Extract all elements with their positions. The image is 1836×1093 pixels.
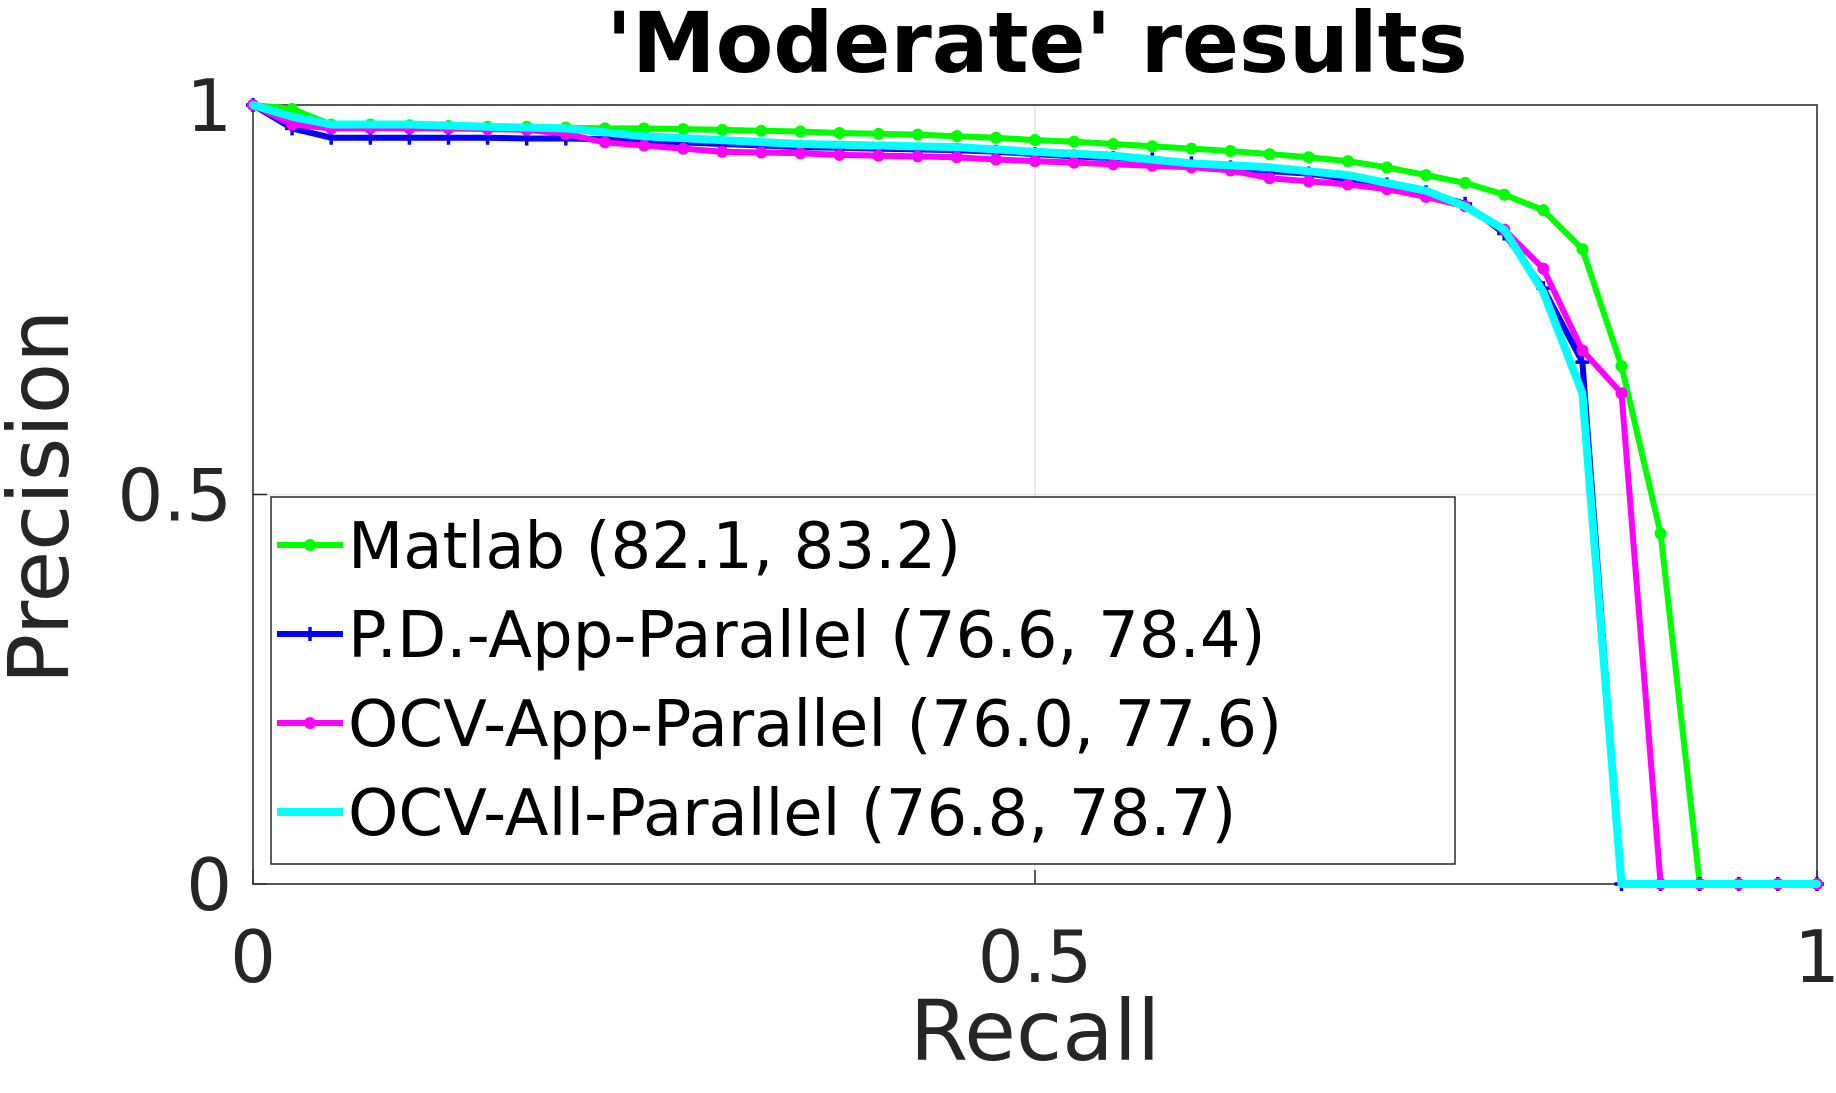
legend-entry: OCV-App-Parallel (76.0, 77.6): [277, 688, 1282, 762]
legend-entry: OCV-All-Parallel (76.8, 78.7): [277, 777, 1236, 851]
data-point: [1615, 387, 1628, 400]
data-point: [1107, 158, 1120, 171]
data-point: [911, 150, 924, 163]
data-point: [872, 149, 885, 162]
data-point: [1341, 178, 1354, 191]
x-tick-label: 0: [230, 915, 276, 999]
data-point: [1615, 359, 1628, 372]
legend-entry: Matlab (82.1, 83.2): [277, 510, 961, 584]
data-point: [716, 123, 729, 136]
data-point: [1068, 156, 1081, 169]
y-axis-label: Precision: [0, 310, 88, 685]
legend-entries: Matlab (82.1, 83.2) P.D.-App-Parallel (76…: [277, 510, 1282, 851]
data-point: [833, 127, 846, 140]
data-point: [1576, 243, 1589, 256]
data-point: [950, 151, 963, 164]
series-group: [249, 101, 1821, 888]
data-point: [794, 147, 807, 160]
data-point: [794, 125, 807, 138]
data-point: [1146, 140, 1159, 153]
data-point: [1380, 161, 1393, 174]
data-point: [716, 145, 729, 158]
data-point: [1302, 175, 1315, 188]
data-point: [1068, 135, 1081, 148]
data-point: [1498, 188, 1511, 201]
legend-label: OCV-App-Parallel (76.0, 77.6): [348, 688, 1282, 762]
data-point: [304, 717, 316, 729]
data-point: [1420, 169, 1432, 182]
data-point: [1263, 172, 1276, 185]
legend-box: [270, 496, 1456, 865]
chart-title: 'Moderate' results: [606, 0, 1467, 92]
data-point: [755, 146, 768, 159]
legend: Matlab (82.1, 83.2) P.D.-App-Parallel (76…: [270, 496, 1456, 865]
data-point: [950, 130, 963, 143]
data-point: [677, 142, 690, 155]
data-point: [1029, 134, 1041, 147]
x-axis-label: Recall: [910, 982, 1161, 1080]
legend-entry: P.D.-App-Parallel (76.6, 78.4): [277, 599, 1266, 673]
y-tick-label: 1: [186, 64, 232, 148]
data-point: [1341, 155, 1354, 168]
data-point: [1263, 148, 1276, 161]
data-point: [1185, 142, 1198, 155]
data-point: [1029, 155, 1041, 168]
data-point: [911, 128, 924, 141]
legend-label: OCV-All-Parallel (76.8, 78.7): [348, 777, 1236, 851]
data-point: [638, 122, 650, 135]
data-point: [677, 123, 690, 136]
data-point: [1459, 176, 1472, 189]
data-point: [286, 118, 299, 131]
data-point: [1224, 144, 1237, 157]
data-point: [303, 627, 317, 641]
data-point: [755, 124, 768, 137]
data-point: [1654, 527, 1667, 540]
x-tick-label: 1: [1794, 915, 1836, 999]
data-point: [1107, 137, 1120, 150]
series-lines: [246, 98, 1824, 891]
data-point: [1575, 355, 1590, 370]
data-point: [989, 153, 1002, 166]
data-point: [872, 127, 885, 140]
data-point: [304, 539, 316, 551]
data-point: [1576, 344, 1589, 357]
series-line: [249, 101, 1821, 888]
data-point: [1537, 262, 1550, 275]
y-tick-label: 0: [186, 843, 232, 927]
data-point: [833, 148, 846, 161]
data-point: [989, 131, 1002, 144]
data-point: [638, 139, 650, 152]
x-tick-labels: 0 0.5 1: [230, 915, 1836, 999]
data-point: [1537, 204, 1550, 217]
legend-label: P.D.-App-Parallel (76.6, 78.4): [348, 599, 1266, 673]
y-tick-labels: 00.51: [117, 64, 232, 927]
data-point: [598, 136, 611, 149]
x-tick-label: 0.5: [978, 915, 1093, 999]
y-tick-label: 0.5: [117, 454, 232, 538]
legend-label: Matlab (82.1, 83.2): [348, 510, 961, 584]
data-point: [1302, 151, 1315, 164]
plot-frame: [252, 104, 1818, 885]
